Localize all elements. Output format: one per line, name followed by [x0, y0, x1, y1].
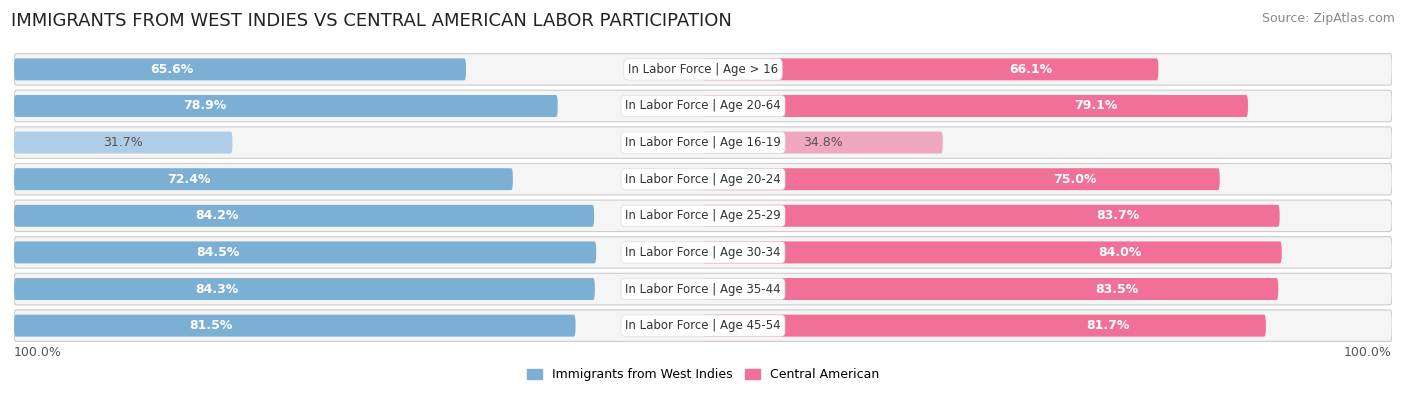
- FancyBboxPatch shape: [14, 205, 595, 227]
- Legend: Immigrants from West Indies, Central American: Immigrants from West Indies, Central Ame…: [522, 363, 884, 386]
- FancyBboxPatch shape: [14, 164, 1392, 195]
- Text: In Labor Force | Age 35-44: In Labor Force | Age 35-44: [626, 282, 780, 295]
- Text: 83.7%: 83.7%: [1097, 209, 1140, 222]
- FancyBboxPatch shape: [703, 58, 1159, 80]
- FancyBboxPatch shape: [703, 205, 1279, 227]
- Text: 84.2%: 84.2%: [195, 209, 239, 222]
- FancyBboxPatch shape: [14, 95, 558, 117]
- Text: 84.5%: 84.5%: [195, 246, 239, 259]
- FancyBboxPatch shape: [14, 168, 513, 190]
- Text: 31.7%: 31.7%: [104, 136, 143, 149]
- Text: 75.0%: 75.0%: [1053, 173, 1097, 186]
- FancyBboxPatch shape: [14, 315, 575, 337]
- Text: 83.5%: 83.5%: [1095, 282, 1139, 295]
- Text: 79.1%: 79.1%: [1074, 100, 1116, 113]
- Text: 100.0%: 100.0%: [1344, 346, 1392, 359]
- FancyBboxPatch shape: [14, 90, 1392, 122]
- Text: In Labor Force | Age 45-54: In Labor Force | Age 45-54: [626, 319, 780, 332]
- Text: 66.1%: 66.1%: [1010, 63, 1053, 76]
- Text: In Labor Force | Age 20-64: In Labor Force | Age 20-64: [626, 100, 780, 113]
- FancyBboxPatch shape: [14, 278, 595, 300]
- Text: In Labor Force | Age 25-29: In Labor Force | Age 25-29: [626, 209, 780, 222]
- FancyBboxPatch shape: [14, 237, 1392, 268]
- FancyBboxPatch shape: [703, 95, 1249, 117]
- Text: 34.8%: 34.8%: [803, 136, 842, 149]
- Text: 81.5%: 81.5%: [188, 319, 232, 332]
- FancyBboxPatch shape: [14, 310, 1392, 341]
- FancyBboxPatch shape: [14, 58, 465, 80]
- Text: In Labor Force | Age 20-24: In Labor Force | Age 20-24: [626, 173, 780, 186]
- FancyBboxPatch shape: [703, 168, 1219, 190]
- Text: 72.4%: 72.4%: [167, 173, 211, 186]
- FancyBboxPatch shape: [703, 278, 1278, 300]
- FancyBboxPatch shape: [14, 54, 1392, 85]
- Text: 78.9%: 78.9%: [183, 100, 226, 113]
- Text: In Labor Force | Age 16-19: In Labor Force | Age 16-19: [626, 136, 780, 149]
- Text: In Labor Force | Age 30-34: In Labor Force | Age 30-34: [626, 246, 780, 259]
- Text: 84.3%: 84.3%: [195, 282, 239, 295]
- FancyBboxPatch shape: [703, 241, 1282, 263]
- Text: In Labor Force | Age > 16: In Labor Force | Age > 16: [628, 63, 778, 76]
- Text: 81.7%: 81.7%: [1087, 319, 1130, 332]
- Text: 100.0%: 100.0%: [14, 346, 62, 359]
- FancyBboxPatch shape: [703, 132, 943, 154]
- Text: Source: ZipAtlas.com: Source: ZipAtlas.com: [1261, 12, 1395, 25]
- FancyBboxPatch shape: [14, 273, 1392, 305]
- FancyBboxPatch shape: [14, 132, 232, 154]
- Text: IMMIGRANTS FROM WEST INDIES VS CENTRAL AMERICAN LABOR PARTICIPATION: IMMIGRANTS FROM WEST INDIES VS CENTRAL A…: [11, 12, 733, 30]
- FancyBboxPatch shape: [14, 127, 1392, 158]
- Text: 84.0%: 84.0%: [1098, 246, 1142, 259]
- FancyBboxPatch shape: [14, 200, 1392, 231]
- FancyBboxPatch shape: [703, 315, 1265, 337]
- Text: 65.6%: 65.6%: [150, 63, 194, 76]
- FancyBboxPatch shape: [14, 241, 596, 263]
